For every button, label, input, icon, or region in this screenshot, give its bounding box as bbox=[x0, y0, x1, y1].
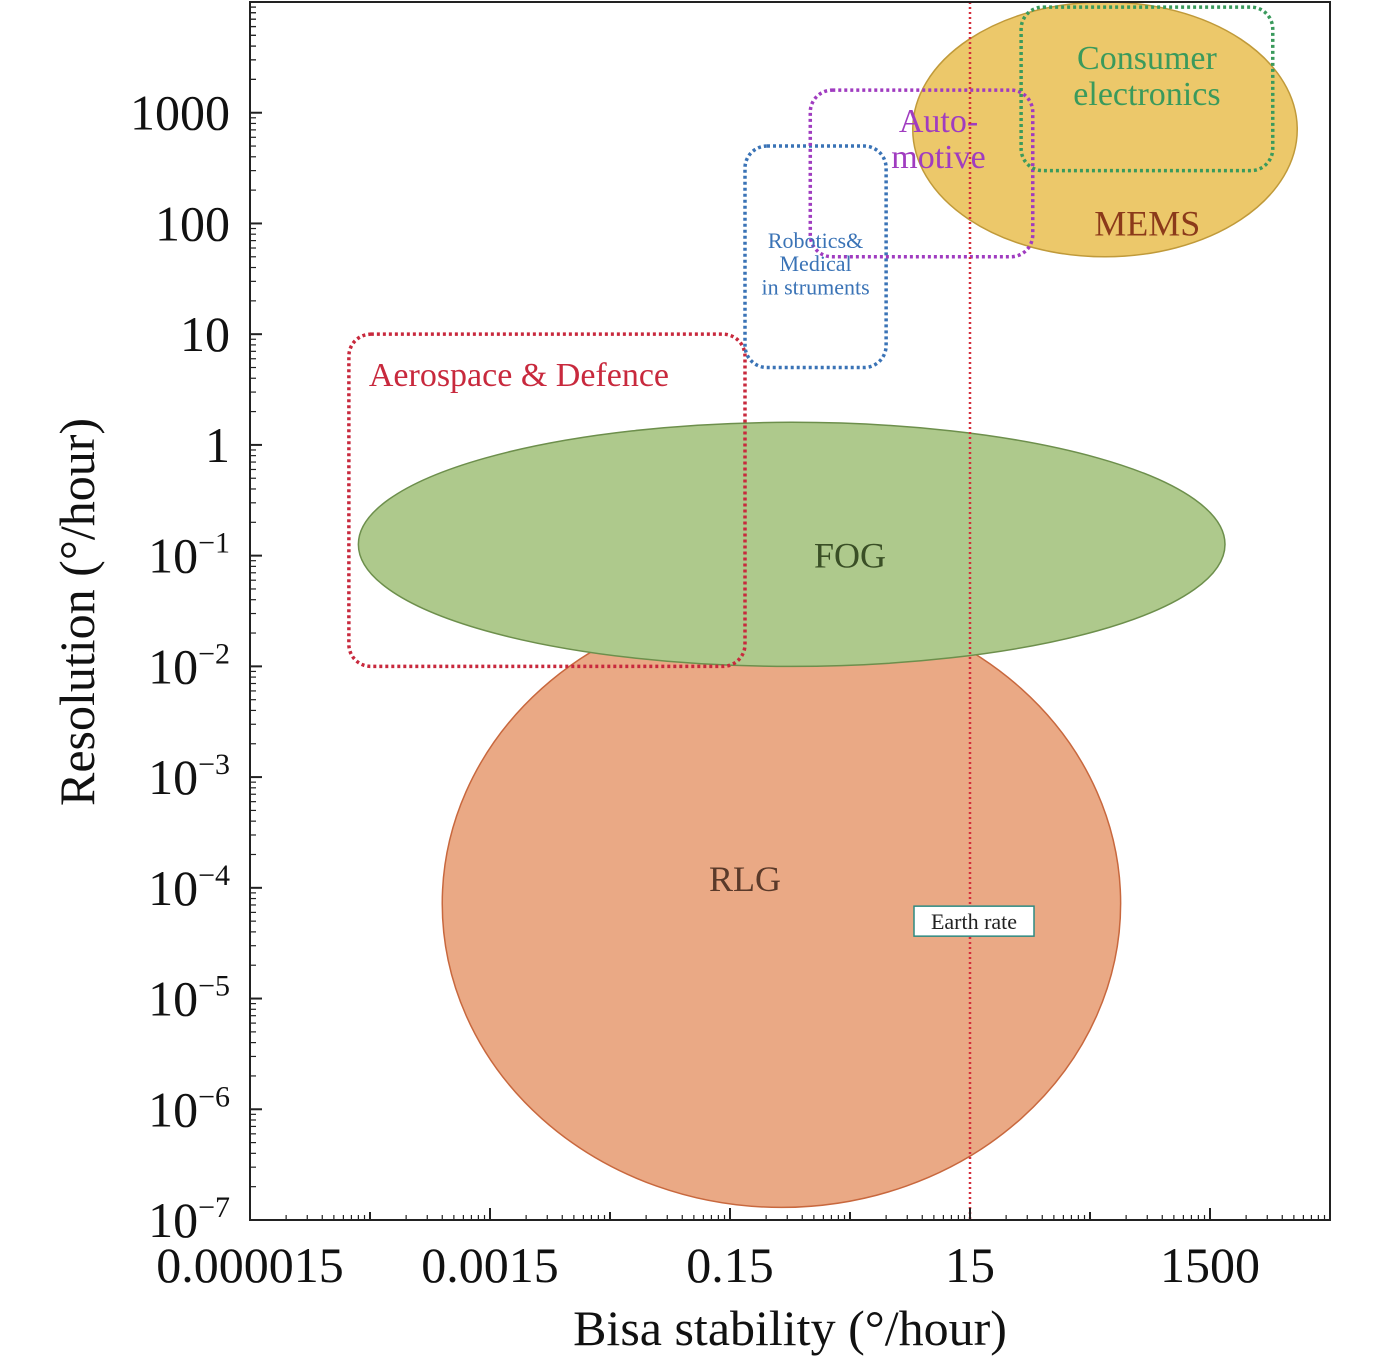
rlg-label: RLG bbox=[709, 859, 781, 899]
y-tick-label: 10−7 bbox=[148, 1191, 230, 1248]
y-tick-exponent: −3 bbox=[198, 748, 230, 781]
earth-rate-box bbox=[913, 905, 1035, 937]
rlg-region bbox=[441, 598, 1122, 1209]
earth-rate-callout: Earth rate bbox=[913, 905, 1035, 937]
y-tick-exponent: −6 bbox=[198, 1080, 230, 1113]
x-tick-label: 0.15 bbox=[686, 1237, 774, 1293]
y-tick-label: 1000 bbox=[130, 85, 230, 141]
x-tick-label: 0.0015 bbox=[421, 1237, 559, 1293]
y-tick-base: 10 bbox=[148, 1192, 198, 1248]
y-tick-label: 10−1 bbox=[148, 527, 230, 584]
y-tick-exponent: −2 bbox=[198, 637, 230, 670]
y-tick-label: 10 bbox=[180, 306, 230, 362]
y-tick-base: 10 bbox=[148, 749, 198, 805]
y-tick-label: 10−4 bbox=[148, 859, 230, 916]
x-axis-title: Bisa stability (°/hour) bbox=[573, 1300, 1007, 1356]
y-tick-base: 1000 bbox=[130, 85, 230, 141]
application-regions: Aerospace & Defence Robotics& Medical in st… bbox=[347, 5, 1275, 669]
fog-label: FOG bbox=[814, 536, 886, 576]
y-tick-base: 10 bbox=[148, 528, 198, 584]
x-tick-label: 0.000015 bbox=[156, 1237, 344, 1293]
label-line: Robotics& bbox=[768, 228, 863, 253]
label-line: in struments bbox=[761, 274, 869, 299]
y-tick-base: 1 bbox=[205, 417, 230, 473]
y-tick-base: 10 bbox=[148, 860, 198, 916]
label-line: electronics bbox=[1073, 76, 1220, 113]
y-tick-label: 10−2 bbox=[148, 637, 230, 694]
y-tick-base: 10 bbox=[148, 971, 198, 1027]
y-tick-label: 10−5 bbox=[148, 970, 230, 1027]
y-tick-exponent: −5 bbox=[198, 970, 230, 1003]
consumer-electronics-label: Consumer electronics bbox=[1073, 40, 1220, 113]
y-tick-base: 10 bbox=[148, 638, 198, 694]
y-tick-label: 1 bbox=[205, 417, 230, 473]
auto-motive-box bbox=[808, 88, 1035, 259]
auto-motive-label: Auto-motive bbox=[891, 103, 985, 176]
y-tick-base: 100 bbox=[155, 195, 230, 251]
label-line: Consumer bbox=[1077, 40, 1217, 77]
label-line: Medical bbox=[780, 251, 852, 276]
y-tick-exponent: −1 bbox=[198, 527, 230, 560]
label-line: Auto- bbox=[899, 103, 978, 140]
mems-label: MEMS bbox=[1094, 203, 1200, 243]
x-tick-label: 15 bbox=[945, 1237, 995, 1293]
earth-rate-label: Earth rate bbox=[931, 909, 1017, 934]
y-tick-base: 10 bbox=[148, 1081, 198, 1137]
label-line: motive bbox=[891, 139, 985, 176]
y-tick-label: 10−6 bbox=[148, 1080, 230, 1137]
fog-region bbox=[357, 421, 1226, 668]
aerospace-defence-box bbox=[347, 332, 747, 669]
y-tick-label: 10−3 bbox=[148, 748, 230, 805]
y-tick-exponent: −7 bbox=[198, 1191, 230, 1224]
y-tick-base: 10 bbox=[180, 306, 230, 362]
robotics-medical-in-struments-label: Robotics& Medical in struments bbox=[761, 228, 869, 299]
y-tick-label: 100 bbox=[155, 195, 230, 251]
consumer-electronics-box bbox=[1019, 5, 1275, 173]
robotics-medical-in-struments-box bbox=[743, 144, 888, 370]
x-tick-label: 1500 bbox=[1160, 1237, 1260, 1293]
x-axis-ticks: 0.000015 0.0015 0.15 15 1500 bbox=[156, 1208, 1331, 1293]
aerospace-defence-label: Aerospace & Defence bbox=[369, 357, 669, 394]
technology-regions: RLG FOG MEMS bbox=[357, 1, 1298, 1209]
plot-frame bbox=[249, 1, 1331, 1221]
y-tick-exponent: −4 bbox=[198, 859, 230, 892]
y-axis-title: Resolution (°/hour) bbox=[49, 418, 105, 806]
label-line: Aerospace & Defence bbox=[369, 357, 669, 394]
